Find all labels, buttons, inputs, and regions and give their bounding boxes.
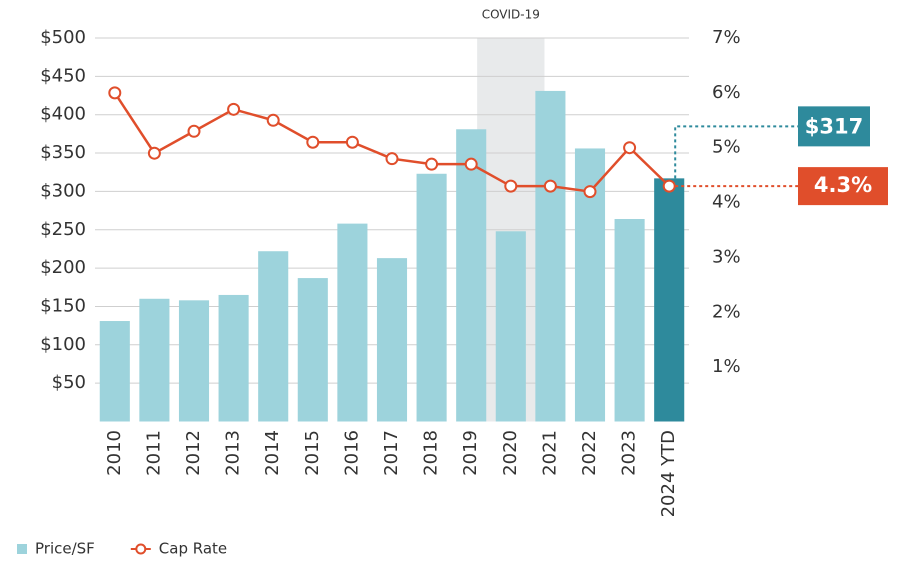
x-tick-label: 2023 xyxy=(619,430,640,476)
x-tick-label: 2014 xyxy=(262,430,283,476)
y-tick-label: $500 xyxy=(40,27,86,48)
x-tick-label: 2016 xyxy=(341,430,362,476)
bar xyxy=(416,173,447,422)
bar xyxy=(99,321,130,422)
bar xyxy=(456,129,487,422)
y-tick-label: $200 xyxy=(40,257,86,278)
bar xyxy=(258,251,289,422)
legend-swatch xyxy=(135,543,147,555)
point xyxy=(583,185,597,199)
x-tick-label: 2018 xyxy=(421,430,442,476)
point xyxy=(187,124,201,138)
y2-tick-label: 3% xyxy=(712,246,741,267)
y2-tick-label: 4% xyxy=(712,192,741,213)
bar xyxy=(654,178,685,422)
value-label: $317 xyxy=(805,114,863,138)
y2-tick-label: 7% xyxy=(712,27,741,48)
y-tick-label: $150 xyxy=(40,295,86,316)
point xyxy=(464,157,478,171)
y-tick-label: $450 xyxy=(40,65,86,86)
point xyxy=(108,86,122,100)
bar xyxy=(297,278,328,422)
point xyxy=(425,157,439,171)
point xyxy=(306,135,320,149)
x-tick-label: 2015 xyxy=(302,430,323,476)
y-tick-label: $250 xyxy=(40,219,86,240)
legend-swatch xyxy=(17,544,27,554)
legend-label: Cap Rate xyxy=(159,540,227,558)
legend-label: Price/SF xyxy=(35,540,95,558)
x-tick-label: 2011 xyxy=(143,430,164,476)
callout-box xyxy=(798,106,870,147)
point xyxy=(623,141,637,155)
x-tick-label: 2010 xyxy=(104,430,125,476)
callout-line xyxy=(674,125,798,179)
x-tick-label: 2024 YTD xyxy=(658,430,679,517)
point xyxy=(227,102,241,116)
bar xyxy=(218,294,249,422)
point xyxy=(504,179,518,193)
y2-tick-label: 5% xyxy=(712,137,741,158)
x-tick-label: 2019 xyxy=(460,430,481,476)
point xyxy=(345,135,359,149)
y-tick-label: $350 xyxy=(40,142,86,163)
point xyxy=(266,113,280,127)
y-tick-label: $300 xyxy=(40,180,86,201)
bar xyxy=(139,298,170,422)
bar xyxy=(337,223,368,422)
callout-box xyxy=(798,167,888,206)
bar xyxy=(614,219,645,422)
bar xyxy=(535,90,566,422)
y-tick-label: $100 xyxy=(40,334,86,355)
point xyxy=(385,152,399,166)
y2-tick-label: 6% xyxy=(712,82,741,103)
x-tick-label: 2020 xyxy=(500,430,521,476)
bar xyxy=(495,231,526,422)
bar xyxy=(178,300,210,422)
point xyxy=(662,179,676,193)
y2-tick-label: 1% xyxy=(712,356,741,377)
y-tick-label: $400 xyxy=(40,104,86,125)
x-tick-label: 2013 xyxy=(223,430,244,476)
x-tick-label: 2017 xyxy=(381,430,402,476)
bar xyxy=(376,258,408,422)
x-tick-label: 2012 xyxy=(183,430,204,476)
annotation: COVID-19 xyxy=(482,8,540,22)
y2-tick-label: 2% xyxy=(712,301,741,322)
point xyxy=(543,179,557,193)
x-tick-label: 2021 xyxy=(539,430,560,476)
value-label: 4.3% xyxy=(814,173,872,197)
y-tick-label: $50 xyxy=(52,372,86,393)
point xyxy=(147,146,161,160)
x-tick-label: 2022 xyxy=(579,430,600,476)
